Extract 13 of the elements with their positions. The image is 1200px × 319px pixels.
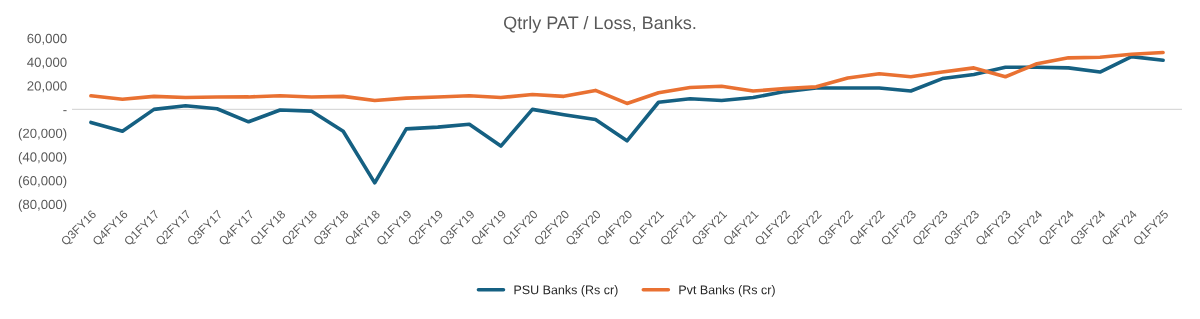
y-tick-label: 20,000: [27, 81, 67, 93]
y-tick-label: (20,000): [18, 128, 67, 141]
y-tick-label: (80,000): [18, 199, 67, 212]
y-tick-label: -: [63, 110, 67, 112]
chart-title: Qtrly PAT / Loss, Banks.: [504, 15, 696, 33]
y-tick-label: 60,000: [27, 33, 67, 45]
legend-label: Pvt Banks (Rs cr): [679, 285, 775, 297]
line-series: [89, 50, 1165, 106]
legend-label: PSU Banks (Rs cr): [514, 285, 618, 297]
line-series: [89, 54, 1165, 185]
y-tick-label: (60,000): [18, 175, 67, 188]
y-tick-label: (40,000): [18, 151, 67, 165]
y-tick-label: 40,000: [27, 57, 67, 69]
